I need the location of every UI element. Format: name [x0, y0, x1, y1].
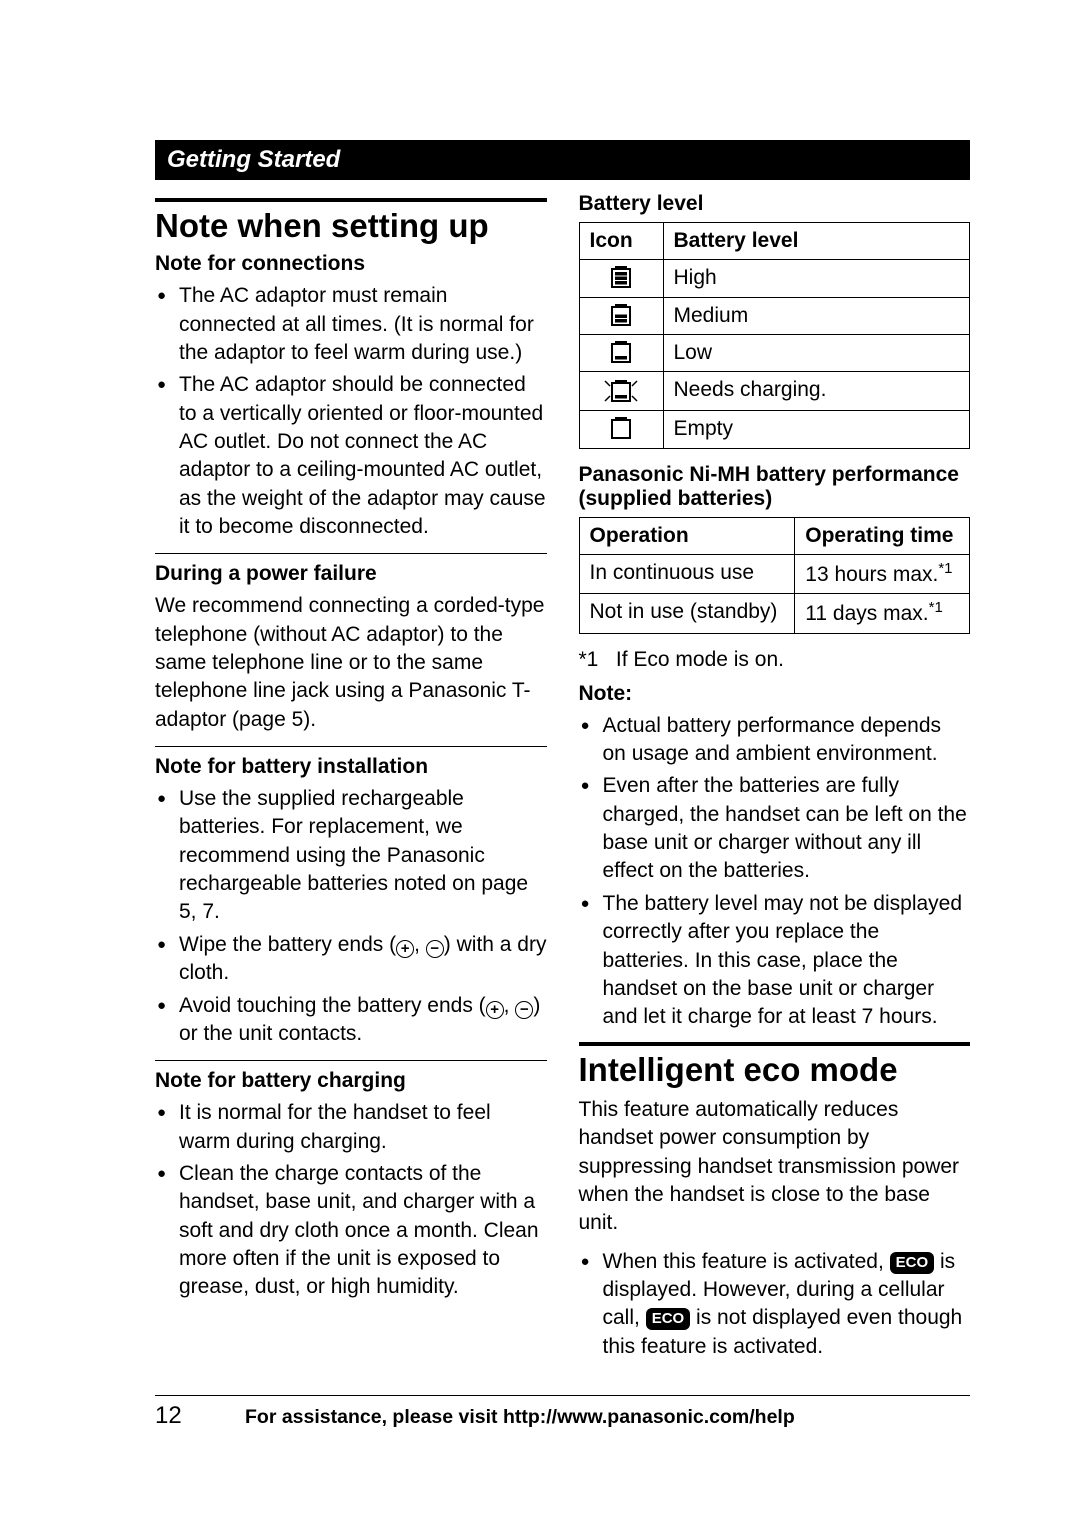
- list-item: Avoid touching the battery ends (+, −) o…: [155, 992, 547, 1049]
- cell: Medium: [663, 297, 970, 334]
- footnote: *1 If Eco mode is on.: [579, 648, 971, 672]
- page-number: 12: [155, 1402, 245, 1430]
- list-note: Actual battery performance depends on us…: [579, 712, 971, 1032]
- cell: 13 hours max.*1: [795, 555, 970, 594]
- table-row: Icon Battery level: [579, 223, 970, 260]
- col-level: Battery level: [663, 223, 970, 260]
- list-item: The battery level may not be displayed c…: [579, 890, 971, 1032]
- subhead-performance: Panasonic Ni-MH battery performance (sup…: [579, 463, 971, 511]
- battery-empty-icon: [579, 411, 663, 448]
- subhead-battery-install: Note for battery installation: [155, 755, 547, 779]
- cell: In continuous use: [579, 555, 795, 594]
- eco-icon: ECO: [646, 1308, 691, 1330]
- list-item: Actual battery performance depends on us…: [579, 712, 971, 769]
- table-row: High: [579, 260, 970, 297]
- list-item: Clean the charge contacts of the handset…: [155, 1160, 547, 1302]
- table-battery-level: Icon Battery level High Medium: [579, 222, 971, 449]
- cell: Not in use (standby): [579, 594, 795, 633]
- list-battery-install: Use the supplied rechargeable batteries.…: [155, 785, 547, 1048]
- table-row: Empty: [579, 411, 970, 448]
- list-item: Use the supplied rechargeable batteries.…: [155, 785, 547, 927]
- body-eco: This feature automatically reduces hands…: [579, 1096, 971, 1238]
- table-row: Needs charging.: [579, 372, 970, 411]
- list-item: When this feature is activated, ECO is d…: [579, 1248, 971, 1361]
- subhead-connections: Note for connections: [155, 252, 547, 276]
- list-battery-charge: It is normal for the handset to feel war…: [155, 1099, 547, 1301]
- plus-icon: +: [396, 940, 414, 958]
- cell: Low: [663, 335, 970, 372]
- list-item: Even after the batteries are fully charg…: [579, 772, 971, 885]
- subhead-power-failure: During a power failure: [155, 562, 547, 586]
- cell: Empty: [663, 411, 970, 448]
- table-performance: Operation Operating time In continuous u…: [579, 517, 971, 634]
- list-eco: When this feature is activated, ECO is d…: [579, 1248, 971, 1361]
- cell: 11 days max.*1: [795, 594, 970, 633]
- col-time: Operating time: [795, 517, 970, 554]
- list-item: Wipe the battery ends (+, −) with a dry …: [155, 931, 547, 988]
- footer-assist-text: For assistance, please visit http://www.…: [245, 1406, 970, 1429]
- right-column: Battery level Icon Battery level High: [579, 188, 971, 1371]
- table-row: Medium: [579, 297, 970, 334]
- minus-icon: −: [426, 940, 444, 958]
- cell: Needs charging.: [663, 372, 970, 411]
- list-connections: The AC adaptor must remain connected at …: [155, 282, 547, 541]
- eco-icon: ECO: [890, 1252, 935, 1274]
- subhead-note: Note:: [579, 682, 971, 706]
- table-row: In continuous use 13 hours max.*1: [579, 555, 970, 594]
- body-power-failure: We recommend connecting a corded-type te…: [155, 592, 547, 734]
- left-column: Note when setting up Note for connection…: [155, 188, 547, 1371]
- rule: [155, 1060, 547, 1061]
- plus-icon: +: [486, 1001, 504, 1019]
- list-item: The AC adaptor should be connected to a …: [155, 371, 547, 541]
- subhead-battery-charge: Note for battery charging: [155, 1069, 547, 1093]
- list-item: It is normal for the handset to feel war…: [155, 1099, 547, 1156]
- heading-eco-mode: Intelligent eco mode: [579, 1052, 971, 1088]
- footer-rule: [155, 1395, 970, 1396]
- footer: 12 For assistance, please visit http://w…: [155, 1402, 970, 1430]
- col-operation: Operation: [579, 517, 795, 554]
- table-row: Low: [579, 335, 970, 372]
- rule: [155, 553, 547, 554]
- rule: [155, 198, 547, 202]
- battery-high-icon: [579, 260, 663, 297]
- subhead-battery-level: Battery level: [579, 192, 971, 216]
- battery-charging-icon: [579, 372, 663, 411]
- battery-low-icon: [579, 335, 663, 372]
- rule: [155, 746, 547, 747]
- heading-note-setting-up: Note when setting up: [155, 208, 547, 244]
- list-item: The AC adaptor must remain connected at …: [155, 282, 547, 367]
- cell: High: [663, 260, 970, 297]
- table-row: Not in use (standby) 11 days max.*1: [579, 594, 970, 633]
- rule: [579, 1042, 971, 1046]
- minus-icon: −: [515, 1001, 533, 1019]
- battery-medium-icon: [579, 297, 663, 334]
- section-header: Getting Started: [155, 140, 970, 180]
- col-icon: Icon: [579, 223, 663, 260]
- table-row: Operation Operating time: [579, 517, 970, 554]
